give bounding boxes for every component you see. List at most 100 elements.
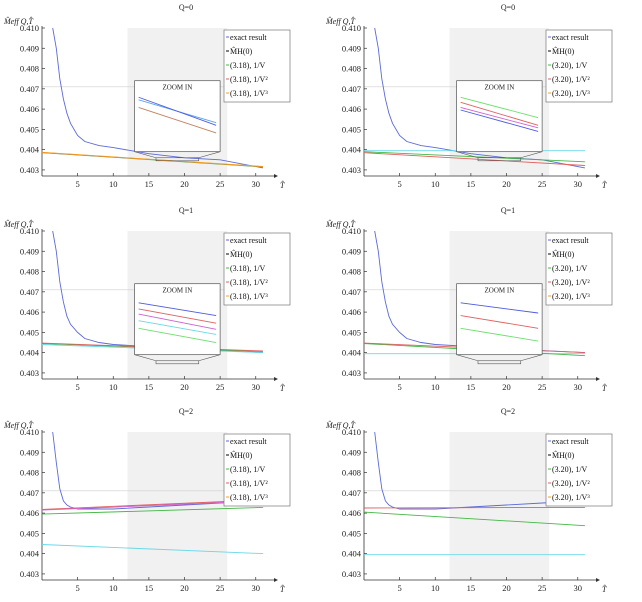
- x-tick-label: 5: [398, 382, 402, 392]
- x-tick-label: 5: [76, 179, 80, 189]
- chart-title: Q=2: [501, 407, 515, 416]
- series-line-3: [363, 511, 585, 527]
- x-tick-label: 25: [538, 583, 547, 593]
- y-tick-label: 0.407: [342, 84, 361, 94]
- zoom-line-3: [138, 107, 217, 134]
- zoom-line-1: [138, 302, 217, 316]
- x-axis-label: T̂: [280, 383, 285, 393]
- series-line-4: [363, 152, 585, 166]
- legend: exact result M̂H(0) (3.20), 1/V (3.20), 1/V…: [545, 29, 613, 103]
- legend-entry: (3.18), 1/V²: [230, 75, 268, 84]
- series-line-1: [374, 27, 585, 169]
- x-axis-arrow: [596, 174, 600, 178]
- legend-entry: exact result: [552, 236, 589, 245]
- legend-entry: (3.20), 1/V: [552, 465, 588, 474]
- y-tick-label: 0.408: [20, 267, 39, 277]
- y-tick-label: 0.404: [342, 348, 362, 358]
- x-axis-label: T̂: [602, 383, 607, 393]
- zoom-line-3: [460, 107, 539, 129]
- chart-panel-5: Q=2 M̂eff Q,T̂ 0.403 0.404 0.405 0.406 0.407 0.…: [3, 407, 291, 594]
- zoom-line-2: [138, 96, 217, 126]
- y-axis-label: M̂eff Q,T̂: [3, 16, 33, 26]
- y-tick-label: 0.410: [20, 23, 39, 33]
- y-axis-label: M̂eff Q,T̂: [325, 219, 355, 229]
- zoom-line-3: [460, 327, 539, 342]
- y-tick-label: 0.408: [20, 64, 39, 74]
- y-axis-label: M̂eff Q,T̂: [325, 16, 355, 26]
- x-tick-label: 25: [216, 179, 225, 189]
- y-tick-label: 0.407: [342, 287, 361, 297]
- y-tick-label: 0.409: [20, 447, 39, 457]
- zoom-inset: ZOOM IN: [134, 283, 221, 365]
- y-tick-label: 0.410: [342, 226, 361, 236]
- legend-entry: M̂H(0): [230, 449, 253, 460]
- legend-entry: M̂H(0): [552, 248, 575, 259]
- chart-panel-3: Q=1 M̂eff Q,T̂ 0.403 0.404 0.405 0.406 0.407 0.…: [3, 206, 291, 393]
- legend-box: [545, 433, 613, 507]
- y-tick-label: 0.403: [20, 368, 39, 378]
- x-tick-label: 10: [109, 179, 118, 189]
- y-tick-label: 0.410: [342, 427, 361, 437]
- x-tick-label: 20: [180, 583, 189, 593]
- y-axis-label: M̂eff Q,T̂: [325, 420, 355, 430]
- zoom-line-2: [138, 308, 217, 324]
- series-line-1: [374, 431, 585, 510]
- x-tick-label: 20: [502, 583, 511, 593]
- legend-entry: exact result: [230, 437, 267, 446]
- zoom-inset: ZOOM IN: [134, 80, 221, 162]
- zoom-source-box: [155, 157, 200, 162]
- x-tick-label: 10: [431, 179, 440, 189]
- legend-entry: exact result: [230, 236, 267, 245]
- y-tick-label: 0.405: [20, 124, 39, 134]
- y-tick-label: 0.405: [20, 528, 39, 538]
- y-axis-label: M̂eff Q,T̂: [3, 219, 33, 229]
- x-tick-label: 25: [538, 382, 547, 392]
- x-tick-label: 30: [574, 583, 583, 593]
- legend-entry: (3.20), 1/V²: [552, 479, 590, 488]
- zoom-box: [456, 283, 543, 356]
- shaded-region: [449, 432, 550, 580]
- chart-title: Q=2: [179, 407, 193, 416]
- legend-entry: (3.20), 1/V³: [552, 493, 590, 502]
- legend-entry: M̂H(0): [552, 449, 575, 460]
- x-tick-label: 30: [574, 382, 583, 392]
- zoom-line-4: [460, 109, 539, 132]
- y-tick-label: 0.410: [342, 23, 361, 33]
- y-tick-label: 0.409: [20, 246, 39, 256]
- zoom-line-4: [138, 320, 217, 335]
- chart-panel-2: Q=0 M̂eff Q,T̂ 0.403 0.404 0.405 0.406 0.407 0.…: [325, 3, 613, 190]
- y-tick-label: 0.407: [20, 488, 39, 498]
- legend: exact result M̂H(0) (3.18), 1/V (3.18), 1/V…: [223, 232, 291, 306]
- legend-entry: exact result: [552, 437, 589, 446]
- x-tick-label: 10: [431, 583, 440, 593]
- legend: exact result M̂H(0) (3.20), 1/V (3.20), 1/V…: [545, 433, 613, 507]
- x-tick-label: 20: [180, 179, 189, 189]
- y-tick-label: 0.404: [342, 145, 362, 155]
- x-axis-label: T̂: [280, 584, 285, 594]
- y-tick-label: 0.406: [342, 104, 361, 114]
- y-tick-label: 0.403: [20, 165, 39, 175]
- zoom-label: ZOOM IN: [485, 287, 515, 295]
- x-tick-label: 25: [216, 583, 225, 593]
- y-tick-label: 0.405: [342, 327, 361, 337]
- x-tick-label: 25: [216, 382, 225, 392]
- x-tick-label: 30: [252, 382, 261, 392]
- zoom-inset: ZOOM IN: [456, 80, 543, 162]
- zoom-label: ZOOM IN: [485, 84, 515, 92]
- y-tick-label: 0.409: [342, 43, 361, 53]
- legend-entry: (3.20), 1/V: [552, 61, 588, 70]
- zoom-box: [134, 80, 221, 153]
- zoom-source-box: [477, 360, 522, 365]
- zoom-line-1: [460, 302, 539, 314]
- y-tick-label: 0.409: [20, 43, 39, 53]
- legend-entry: M̂H(0): [552, 45, 575, 56]
- legend-box: [223, 433, 291, 507]
- zoom-connector: [134, 354, 221, 362]
- chart-title: Q=1: [179, 206, 193, 215]
- x-tick-label: 30: [252, 179, 261, 189]
- zoom-line-3: [138, 313, 217, 330]
- zoom-line-1: [460, 96, 539, 119]
- legend-entry: exact result: [552, 33, 589, 42]
- zoom-source-box: [155, 360, 200, 365]
